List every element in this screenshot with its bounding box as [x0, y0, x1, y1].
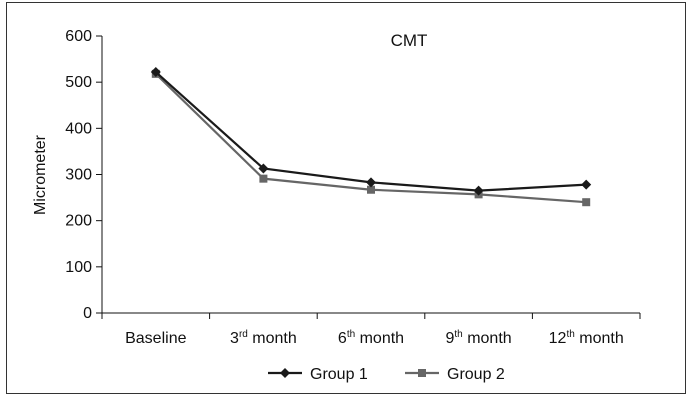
x-tick-label-superscript: th	[566, 329, 574, 340]
x-tick-label: 12th month	[549, 329, 624, 347]
y-tick-label: 200	[65, 213, 92, 230]
legend-marker	[280, 368, 290, 378]
chart-frame	[6, 2, 686, 394]
y-tick-label: 300	[65, 167, 92, 184]
x-tick-label-base: 9	[446, 330, 455, 347]
x-tick-label-rest: month	[463, 330, 512, 347]
series-group-1	[150, 67, 592, 196]
x-tick-label-base: 6	[338, 330, 347, 347]
legend-item: Group 2	[405, 366, 505, 383]
y-tick-label: 400	[65, 120, 92, 137]
x-tick-label: 6th month	[338, 329, 404, 347]
legend-item: Group 1	[268, 366, 368, 383]
y-tick-label: 500	[65, 74, 92, 91]
data-point	[367, 185, 375, 194]
chart-title: CMT	[391, 31, 428, 50]
data-point	[259, 174, 268, 183]
y-tick-label: 100	[65, 259, 92, 276]
x-tick-label-superscript: th	[454, 329, 462, 340]
legend-label: Group 2	[447, 366, 505, 383]
legend: Group 1 Group 2	[268, 366, 505, 383]
x-tick-label-rest: month	[355, 330, 404, 347]
data-point	[258, 163, 269, 174]
x-tick-label: Baseline	[125, 330, 186, 347]
data-point	[150, 67, 161, 78]
data-point	[581, 179, 592, 190]
x-tick-label-rest: month	[575, 330, 624, 347]
y-ticks: 0 100 200 300 400 500 600	[65, 28, 102, 322]
x-tick-label-superscript: rd	[239, 329, 248, 340]
legend-label: Group 1	[310, 366, 368, 383]
legend-marker	[418, 369, 426, 377]
data-point	[366, 177, 376, 188]
x-tick-label-base: Baseline	[125, 330, 186, 347]
data-point	[473, 185, 484, 196]
series-layer	[150, 67, 592, 207]
x-tick-label-rest: month	[248, 330, 297, 347]
x-tick-label-base: 12	[549, 330, 567, 347]
y-tick-label: 600	[65, 28, 92, 45]
y-axis-label: Micrometer	[32, 134, 49, 215]
data-point	[582, 198, 591, 207]
x-tick-label: 9th month	[446, 329, 512, 347]
series-line	[155, 71, 587, 192]
x-tick-label-superscript: th	[347, 329, 355, 340]
x-ticks: Baseline 3rd month 6th month 9th month 12th …	[101, 313, 641, 347]
x-tick-label: 3rd month	[230, 329, 297, 347]
y-tick-label: 0	[83, 305, 92, 322]
x-tick-label-base: 3	[230, 330, 239, 347]
